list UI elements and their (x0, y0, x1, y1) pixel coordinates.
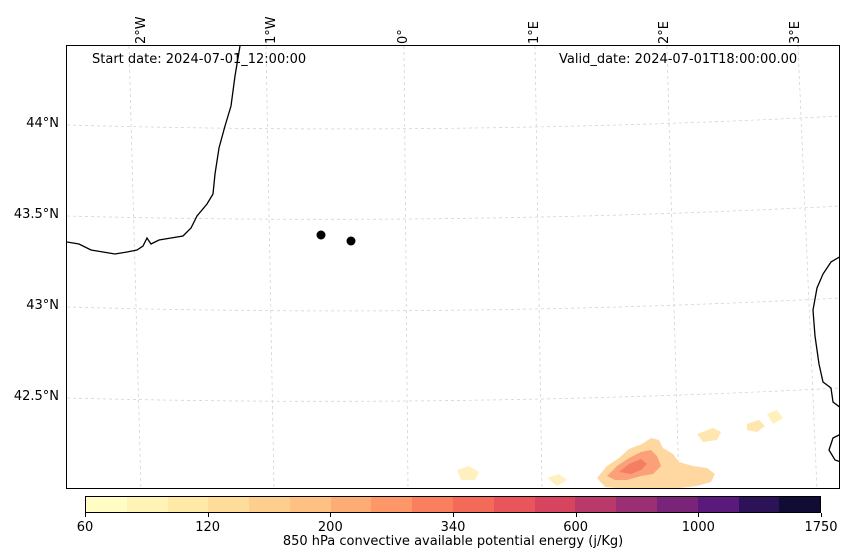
colorbar-segment-7 (371, 497, 413, 512)
cape-blob-east (697, 428, 721, 442)
colorbar-segment-10 (493, 497, 535, 512)
colorbar-tick-mark (698, 513, 700, 517)
colorbar-segment-16 (738, 497, 780, 512)
cape-blob-west (457, 466, 479, 480)
colorbar-segment-1 (126, 497, 168, 512)
colorbar-title: 850 hPa convective available potential e… (282, 534, 624, 549)
lon-label-0: 0° (396, 29, 411, 44)
colorbar-segment-6 (330, 497, 372, 512)
colorbar-segment-12 (575, 497, 617, 512)
colorbar (85, 496, 821, 513)
colorbar-tick-mark (330, 513, 332, 517)
lon-label-1w: 1°W (264, 16, 279, 44)
colorbar-tick-label: 60 (76, 520, 94, 535)
lat-label-43n: 43°N (26, 298, 59, 313)
cape-field (457, 410, 783, 488)
colorbar-segment-15 (697, 497, 739, 512)
meridian-2w (128, 46, 142, 488)
lon-label-2e: 2°E (657, 21, 672, 44)
colorbar-tick-mark (575, 513, 577, 517)
marker-station-1 (316, 230, 326, 240)
colorbar-segment-8 (412, 497, 454, 512)
coastline-east (812, 256, 839, 408)
colorbar-segment-11 (534, 497, 576, 512)
colorbar-tick-label: 1750 (804, 520, 838, 535)
map-canvas[interactable] (67, 46, 840, 489)
marker-station-2 (346, 236, 356, 246)
colorbar-segment-0 (86, 497, 127, 512)
parallel-42-5n (67, 387, 839, 402)
meridian-2e (666, 46, 680, 488)
lon-label-3e: 3°E (788, 21, 803, 44)
meridian-1e (534, 46, 543, 488)
cape-blob-ne (747, 420, 765, 432)
colorbar-segment-14 (656, 497, 698, 512)
colorbar-segment-2 (167, 497, 209, 512)
colorbar-tick-label: 120 (195, 520, 221, 535)
lat-label-43-5n: 43.5°N (13, 207, 59, 222)
parallel-44n (67, 115, 839, 130)
cape-blob-mid (547, 474, 567, 486)
valid-date-label: Valid_date: 2024-07-01T18:00:00.00 (559, 52, 798, 67)
colorbar-tick-label: 340 (440, 520, 466, 535)
colorbar-segment-13 (616, 497, 657, 512)
meridian-0 (403, 46, 409, 488)
start-date-label: Start date: 2024-07-01_12:00:00 (92, 52, 307, 67)
lon-label-2w: 2°W (134, 16, 149, 44)
parallel-43-5n (67, 205, 839, 220)
colorbar-segment-9 (453, 497, 494, 512)
colorbar-segment-3 (208, 497, 250, 512)
colorbar-segment-17 (779, 497, 821, 512)
colorbar-tick-mark (453, 513, 454, 517)
coastline (67, 46, 839, 463)
colorbar-tick-mark (85, 513, 86, 517)
cape-blob-far (767, 410, 783, 424)
station-markers (316, 230, 356, 246)
lat-label-44n: 44°N (26, 116, 59, 131)
parallel-43n (67, 297, 839, 312)
lat-label-42-5n: 42.5°N (13, 389, 59, 404)
colorbar-segment-5 (289, 497, 331, 512)
coastline-se (828, 434, 839, 463)
colorbar-segment-4 (249, 497, 290, 512)
lon-label-1e: 1°E (527, 21, 542, 44)
colorbar-tick-mark (821, 513, 822, 517)
meridian-3e (797, 46, 818, 488)
gridlines (67, 46, 839, 488)
map-frame[interactable] (66, 45, 840, 489)
coastline-west (67, 46, 241, 255)
meridian-1w (265, 46, 275, 488)
colorbar-tick-label: 200 (317, 520, 343, 535)
cape-blob-hot (619, 459, 647, 474)
colorbar-tick-label: 600 (563, 520, 589, 535)
colorbar-tick-label: 1000 (681, 520, 715, 535)
colorbar-tick-mark (207, 513, 209, 517)
